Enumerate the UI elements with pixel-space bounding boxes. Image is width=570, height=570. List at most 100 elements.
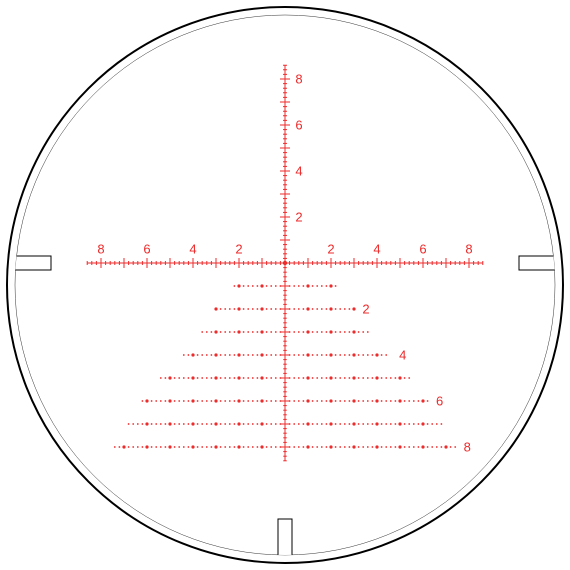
tree-dot [165,377,167,379]
h-label: 6 [419,242,426,257]
tree-dot [352,330,355,333]
tree-dot [270,423,272,425]
tree-dot [275,285,277,287]
tree-dot [234,446,236,448]
tree-dot [220,308,222,310]
tree-dot [229,377,231,379]
tree-dot [211,400,213,402]
tree-dot [160,446,162,448]
tree-dot [408,446,410,448]
tree-dot [303,400,305,402]
tree-dot [326,400,328,402]
tree-dot [326,308,328,310]
tree-dot [372,446,374,448]
tree-dot [243,400,245,402]
tree-dot [220,331,222,333]
tree-dot [237,399,240,402]
tree-dot [214,376,217,379]
tree-dot [211,446,213,448]
tree-dot [298,377,300,379]
tree-dot [266,400,268,402]
tree-dot [145,445,148,448]
tree-dot [326,285,328,287]
tree-dot [306,353,309,356]
tree-dot [122,445,125,448]
tree-dot [237,353,240,356]
tree-dot [224,308,226,310]
tree-dot [220,400,222,402]
tree-dot [312,285,314,287]
tree-dot [243,331,245,333]
tree-dot [385,446,387,448]
tree-dot [243,308,245,310]
tree-dot [367,377,369,379]
tree-dot [224,446,226,448]
tree-dot [289,331,291,333]
tree-dot [404,423,406,425]
tree-dot [201,354,203,356]
tree-dot [312,400,314,402]
tree-dot [316,377,318,379]
tree-dot [358,423,360,425]
tree-dot [224,331,226,333]
tree-label: 8 [464,440,471,455]
tree-dot [247,377,249,379]
tree-dot [289,308,291,310]
tree-dot [214,330,217,333]
tree-dot [252,285,254,287]
tree-dot [306,376,309,379]
tree-dot [257,423,259,425]
tree-dot [191,445,194,448]
tree-dot [183,354,185,356]
tree-dot [381,446,383,448]
tree-dot [293,308,295,310]
tree-dot [270,285,272,287]
tree-dot [234,400,236,402]
tree-dot [372,377,374,379]
tree-dot [270,446,272,448]
tree-dot [234,331,236,333]
tree-dot [395,446,397,448]
tree-dot [145,422,148,425]
tree-dot [375,376,378,379]
tree-dot [329,445,332,448]
tree-dot [335,446,337,448]
tree-dot [237,284,240,287]
tree-dot [178,400,180,402]
tree-dot [321,285,323,287]
tree-dot [243,423,245,425]
tree-dot [247,423,249,425]
tree-dot [312,423,314,425]
tree-dot [362,377,364,379]
tree-dot [188,400,190,402]
tree-dot [145,399,148,402]
tree-dot [128,423,130,425]
tree-dot [421,445,424,448]
tree-dot [398,445,401,448]
tree-dot [275,308,277,310]
tree-dot [280,285,282,287]
tree-dot [298,400,300,402]
tree-dot [335,285,337,287]
tree-dot [339,308,341,310]
v-up-label: 6 [295,118,302,133]
tree-dot [142,446,144,448]
h-label: 8 [465,242,472,257]
tree-dot [270,377,272,379]
tree-dot [237,307,240,310]
tree-dot [275,377,277,379]
tree-dot [201,331,203,333]
tree-dot [289,423,291,425]
tree-dot [270,400,272,402]
tree-dot [352,376,355,379]
tree-dot [289,446,291,448]
tree-dot [326,331,328,333]
tree-dot [349,331,351,333]
h-label: 6 [143,242,150,257]
tree-dot [260,445,263,448]
tree-dot [408,400,410,402]
tree-dot [206,446,208,448]
tree-dot [395,377,397,379]
tree-dot [381,354,383,356]
tree-dot [316,354,318,356]
